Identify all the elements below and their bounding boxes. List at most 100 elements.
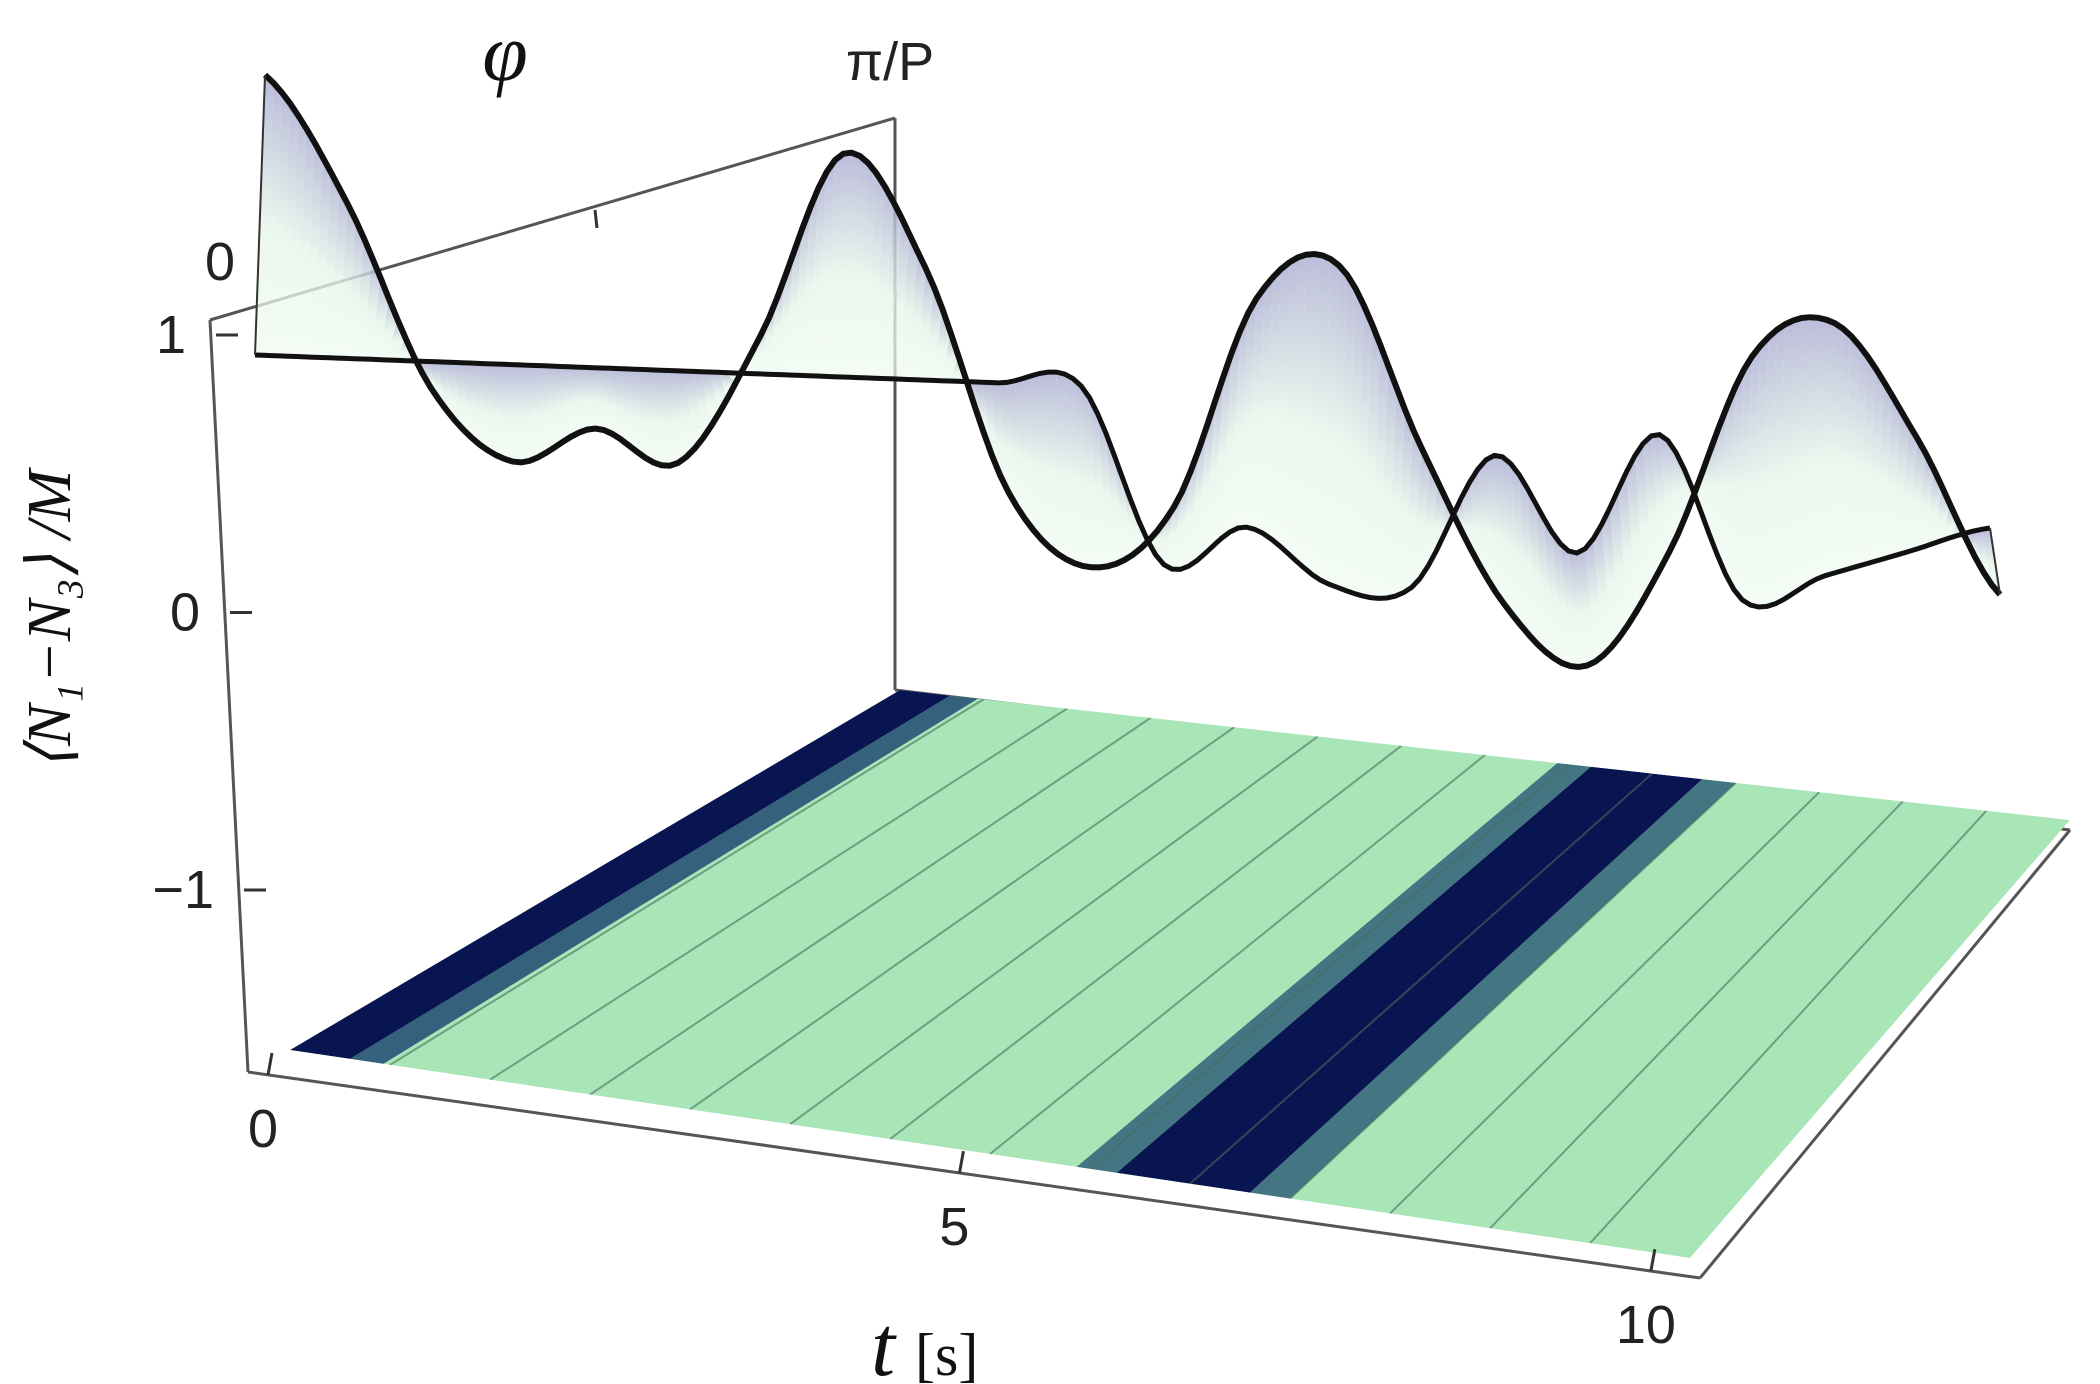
surface-patch bbox=[1618, 471, 1637, 625]
surface bbox=[254, 72, 2003, 671]
surface-patch bbox=[1527, 488, 1546, 652]
surface-patch bbox=[312, 157, 332, 358]
x-tick bbox=[266, 1052, 274, 1076]
contour-floor bbox=[290, 690, 2070, 1258]
x-axis-label: t [s] bbox=[871, 1298, 978, 1384]
contour-line bbox=[1589, 810, 1988, 1244]
surface-patch bbox=[1651, 434, 1670, 567]
surface-patch bbox=[296, 128, 315, 357]
surface-patch bbox=[304, 142, 323, 358]
surface-patch bbox=[701, 371, 720, 427]
surface-patch bbox=[1279, 257, 1298, 554]
z-axis-line bbox=[208, 319, 250, 1073]
surface-patch bbox=[1296, 253, 1315, 569]
surface-patch bbox=[1742, 345, 1761, 605]
surface-patch bbox=[1775, 320, 1794, 604]
surface-patch bbox=[544, 365, 563, 448]
surface-patch bbox=[279, 103, 299, 357]
surface-patch bbox=[1923, 469, 1943, 547]
y-tick-label: 0 bbox=[205, 232, 235, 292]
surface-patch bbox=[610, 368, 629, 446]
surface-patch bbox=[1849, 345, 1868, 569]
contour-line bbox=[1089, 763, 1570, 1170]
x-tick bbox=[1649, 1248, 1657, 1272]
surface-patch bbox=[370, 278, 389, 360]
surface-patch bbox=[1808, 317, 1827, 584]
surface-patch bbox=[1725, 369, 1744, 590]
contour-line bbox=[489, 707, 1068, 1081]
contour-line bbox=[989, 754, 1486, 1155]
surface-patch bbox=[1155, 507, 1174, 565]
surface-patch bbox=[1593, 524, 1612, 656]
surface-patch bbox=[1089, 397, 1108, 568]
surface-patch bbox=[1799, 317, 1819, 589]
surface-patch bbox=[1783, 318, 1802, 600]
contour-line bbox=[689, 726, 1235, 1111]
surface-patch bbox=[1105, 433, 1125, 564]
surface-patch bbox=[585, 367, 604, 430]
surface-patch bbox=[1601, 507, 1620, 647]
surface-patch bbox=[1064, 374, 1083, 566]
surface-patch bbox=[602, 368, 621, 439]
surface-patch bbox=[552, 366, 571, 443]
surface-patch bbox=[1428, 482, 1447, 566]
surface-patch bbox=[643, 369, 662, 466]
surface-patch bbox=[1056, 372, 1075, 564]
surface-patch bbox=[1758, 329, 1777, 608]
surface-patch bbox=[668, 370, 687, 463]
z-tick-label: 0 bbox=[170, 583, 200, 643]
surface-patch bbox=[502, 364, 522, 463]
surface-patch bbox=[717, 372, 736, 398]
surface-patch bbox=[577, 367, 596, 430]
surface-patch bbox=[899, 234, 918, 380]
surface-patch bbox=[1709, 405, 1728, 556]
surface-patch bbox=[288, 115, 307, 357]
surface-patch bbox=[659, 370, 679, 466]
surface-patch bbox=[1320, 259, 1340, 585]
contour-line bbox=[1189, 772, 1653, 1185]
y-tick bbox=[593, 209, 599, 229]
surface-patch bbox=[511, 364, 530, 463]
x-axis-label-unit: [s] bbox=[915, 1322, 978, 1384]
surface-patch bbox=[1262, 268, 1282, 540]
surface-patch bbox=[1543, 518, 1563, 664]
surface-patch bbox=[1246, 287, 1265, 530]
surface-patch bbox=[1188, 426, 1207, 567]
surface-patch bbox=[1411, 448, 1430, 588]
surface-patch bbox=[915, 269, 935, 381]
y-axis-label: φ bbox=[482, 7, 527, 98]
surface-patch bbox=[1419, 465, 1439, 579]
surface-patch bbox=[1023, 375, 1042, 540]
surface-patch bbox=[618, 368, 637, 452]
surface-patch bbox=[1841, 336, 1860, 572]
surface-patch bbox=[1717, 386, 1736, 575]
surface-patch bbox=[1163, 491, 1183, 570]
surface-edge bbox=[1989, 527, 2001, 595]
x-tick bbox=[957, 1150, 965, 1174]
surface-patch bbox=[1403, 430, 1422, 593]
surface-patch bbox=[775, 252, 794, 375]
contour-band bbox=[1250, 779, 1736, 1199]
surface-patch bbox=[1609, 489, 1629, 637]
surface-patch bbox=[1370, 345, 1389, 599]
surface-patch bbox=[1213, 352, 1232, 546]
contour-line bbox=[1489, 800, 1904, 1229]
surface-patch bbox=[990, 382, 1009, 493]
surface-patch bbox=[1560, 543, 1579, 667]
surface-patch bbox=[1568, 550, 1587, 667]
surface-patch bbox=[833, 152, 852, 377]
surface-patch bbox=[849, 156, 869, 378]
surface-patch bbox=[1973, 529, 1992, 585]
surface-patch bbox=[1221, 331, 1240, 539]
surface-patch bbox=[1386, 388, 1406, 599]
surface-patch bbox=[1196, 401, 1216, 561]
surface-patch bbox=[1097, 413, 1116, 567]
y-tick-label: π/P bbox=[846, 32, 934, 92]
surface-patch bbox=[841, 152, 860, 378]
surface-patch bbox=[494, 363, 513, 462]
surface-patch bbox=[651, 369, 670, 466]
surface-patch bbox=[263, 82, 282, 356]
surface-patch bbox=[684, 371, 703, 449]
